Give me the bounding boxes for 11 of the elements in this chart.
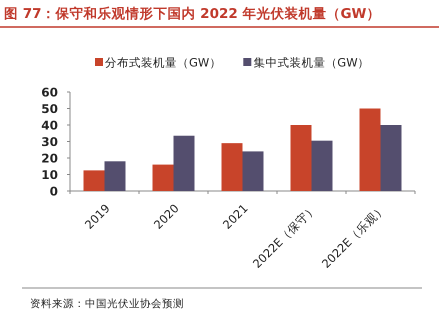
legend-label: 集中式装机量（GW）: [253, 56, 370, 70]
y-tick-label: 60: [41, 86, 58, 100]
y-tick-label: 40: [41, 118, 58, 132]
y-tick-label: 0: [50, 184, 58, 198]
y-tick-label: 30: [41, 135, 58, 149]
chart-title: 图 77：保守和乐观情形下国内 2022 年光伏装机量（GW）: [4, 5, 380, 22]
text: 资料来源：中国光伏业协会预测: [30, 297, 184, 310]
legend-label: 分布式装机量（GW）: [105, 56, 222, 70]
y-tick-label: 20: [41, 152, 58, 166]
y-tick-label: 50: [41, 102, 58, 116]
y-tick-label: 10: [41, 168, 58, 182]
